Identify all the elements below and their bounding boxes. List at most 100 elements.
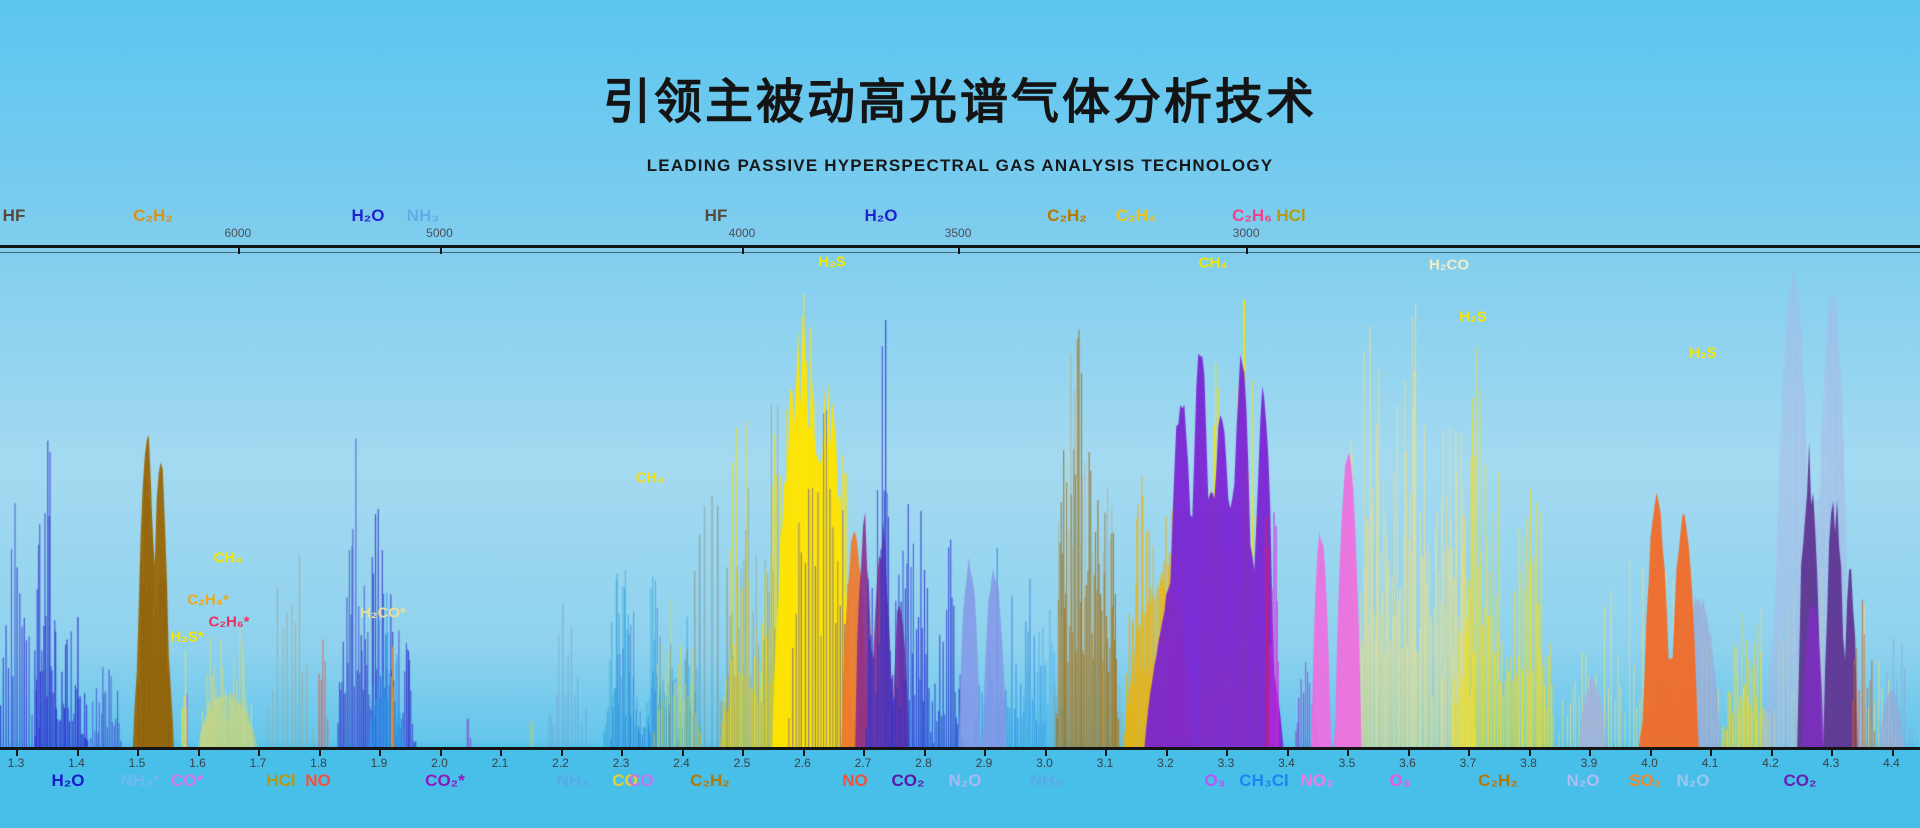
bottom-axis-tick-label: 3.3 xyxy=(1217,756,1235,770)
bottom-axis-tick xyxy=(197,750,200,756)
bottom-axis-tick-label: 3.8 xyxy=(1520,756,1537,770)
bottom-axis-tick-label: 3.9 xyxy=(1580,756,1598,770)
gas-label: H₂O xyxy=(351,206,385,225)
gas-label: NO xyxy=(842,771,868,790)
bottom-axis-tick xyxy=(1831,750,1833,756)
gas-label: HF xyxy=(704,206,728,225)
bottom-axis-tick xyxy=(1891,750,1894,756)
top-axis-tick-label: 3000 xyxy=(1232,226,1260,240)
bottom-axis-tick xyxy=(681,750,684,756)
gas-label: CH₄ xyxy=(635,469,665,487)
gas-label: C₂H₂ xyxy=(1478,771,1518,790)
gas-label: NH₃ xyxy=(1029,771,1063,790)
bottom-axis-tick-label: 1.6 xyxy=(189,756,206,770)
bottom-axis-tick-label: 4.3 xyxy=(1822,756,1840,770)
bottom-axis-tick xyxy=(16,750,18,756)
bottom-axis-tick-label: 3.1 xyxy=(1096,756,1114,770)
gas-label: CH₃Cl xyxy=(1239,771,1289,790)
bottom-axis-tick xyxy=(1649,750,1652,756)
bottom-axis-tick xyxy=(76,750,79,756)
bottom-axis-tick xyxy=(560,750,563,756)
bottom-axis-tick xyxy=(742,750,744,756)
bottom-axis-tick-label: 2.8 xyxy=(915,756,932,770)
bottom-axis-tick-label: 2.5 xyxy=(733,756,751,770)
bottom-axis-tick-label: 4.4 xyxy=(1883,756,1900,770)
gas-label: CO* xyxy=(170,771,204,790)
bottom-axis-tick-label: 2.0 xyxy=(431,756,448,770)
bottom-axis-tick xyxy=(1165,750,1168,756)
bottom-axis-tick xyxy=(621,750,623,756)
gas-label: C₂H₄* xyxy=(187,591,229,609)
gas-label: C₂H₂ xyxy=(690,771,730,790)
gas-label: C₂H₄ xyxy=(1115,206,1157,225)
gas-label: C₂H₆* xyxy=(208,613,250,631)
bottom-axis-tick xyxy=(923,750,926,756)
top-axis-tick-label: 5000 xyxy=(426,226,453,240)
bottom-axis-tick-label: 2.1 xyxy=(491,756,509,770)
bottom-axis-tick xyxy=(1105,750,1107,756)
gas-label: C₂H₆ xyxy=(1232,206,1272,225)
bottom-axis-tick-label: 3.4 xyxy=(1278,756,1295,770)
bottom-axis-tick-label: 1.9 xyxy=(370,756,388,770)
bottom-axis-tick-label: 3.7 xyxy=(1459,756,1477,770)
bottom-axis-tick xyxy=(137,750,139,756)
top-axis-tick xyxy=(742,248,744,254)
bottom-axis-tick-label: 3.0 xyxy=(1036,756,1053,770)
bottom-axis-tick-label: 1.5 xyxy=(128,756,146,770)
gas-label: NH₃* xyxy=(120,771,160,790)
bottom-axis-tick xyxy=(1528,750,1531,756)
bottom-axis-tick xyxy=(439,750,442,756)
bottom-axis-tick-label: 1.8 xyxy=(310,756,327,770)
top-axis-tick-label: 4000 xyxy=(728,226,756,240)
bottom-axis-tick xyxy=(1286,750,1289,756)
gas-label: HCl xyxy=(1276,206,1306,225)
bottom-axis-tick xyxy=(1468,750,1470,756)
bottom-axis-tick xyxy=(1044,750,1047,756)
bottom-axis-tick-label: 2.3 xyxy=(612,756,630,770)
gas-label: CO₂* xyxy=(425,771,465,790)
bottom-axis-tick-label: 1.7 xyxy=(249,756,267,770)
top-axis-line xyxy=(0,245,1920,248)
top-axis-tick-label: 6000 xyxy=(224,226,252,240)
bottom-axis-tick-label: 3.6 xyxy=(1399,756,1416,770)
bottom-axis-tick-label: 2.7 xyxy=(854,756,872,770)
bottom-axis-tick xyxy=(1226,750,1228,756)
gas-label: SO₂ xyxy=(1628,771,1662,790)
gas-label: CO₂ xyxy=(1783,771,1817,790)
gas-label: H₂CO xyxy=(1429,256,1469,274)
gas-label: CO xyxy=(628,771,654,790)
top-axis-tick xyxy=(237,248,240,254)
bottom-axis-line xyxy=(0,747,1920,750)
gas-label: CO xyxy=(612,771,638,790)
gas-label: NH₃ xyxy=(556,771,590,790)
bottom-axis-tick xyxy=(500,750,502,756)
gas-label: N₂O xyxy=(1566,771,1600,790)
bottom-axis-tick-label: 3.2 xyxy=(1157,756,1174,770)
gas-label: CO₂ xyxy=(891,771,925,790)
page-subtitle: LEADING PASSIVE HYPERSPECTRAL GAS ANALYS… xyxy=(646,156,1274,175)
gas-label: NH₃ xyxy=(406,206,440,225)
bottom-axis-tick xyxy=(863,750,865,756)
bottom-axis-tick-label: 2.6 xyxy=(794,756,811,770)
bottom-axis-tick xyxy=(1710,750,1712,756)
gas-label: H₂S xyxy=(1689,344,1717,362)
gas-label: NO₂ xyxy=(1300,771,1334,790)
gas-label: N₂O xyxy=(1676,771,1710,790)
bottom-axis-tick xyxy=(984,750,986,756)
top-axis-tick xyxy=(958,248,961,254)
bottom-axis-tick-label: 2.2 xyxy=(552,756,569,770)
gas-label: CH₄ xyxy=(213,549,243,567)
gas-label: CH₄ xyxy=(1198,254,1228,272)
bottom-axis-tick xyxy=(379,750,381,756)
page-title: 引领主被动高光谱气体分析技术 xyxy=(602,76,1317,129)
bottom-axis-tick-label: 4.1 xyxy=(1701,756,1719,770)
bottom-axis-tick-label: 4.0 xyxy=(1641,756,1658,770)
gas-label: HCl xyxy=(266,771,296,790)
bottom-axis-tick xyxy=(1770,750,1773,756)
gas-label: O₃ xyxy=(1389,771,1411,790)
bottom-axis-tick xyxy=(1589,750,1591,756)
bottom-axis-tick-label: 4.2 xyxy=(1762,756,1779,770)
bottom-axis-tick-label: 3.5 xyxy=(1338,756,1356,770)
